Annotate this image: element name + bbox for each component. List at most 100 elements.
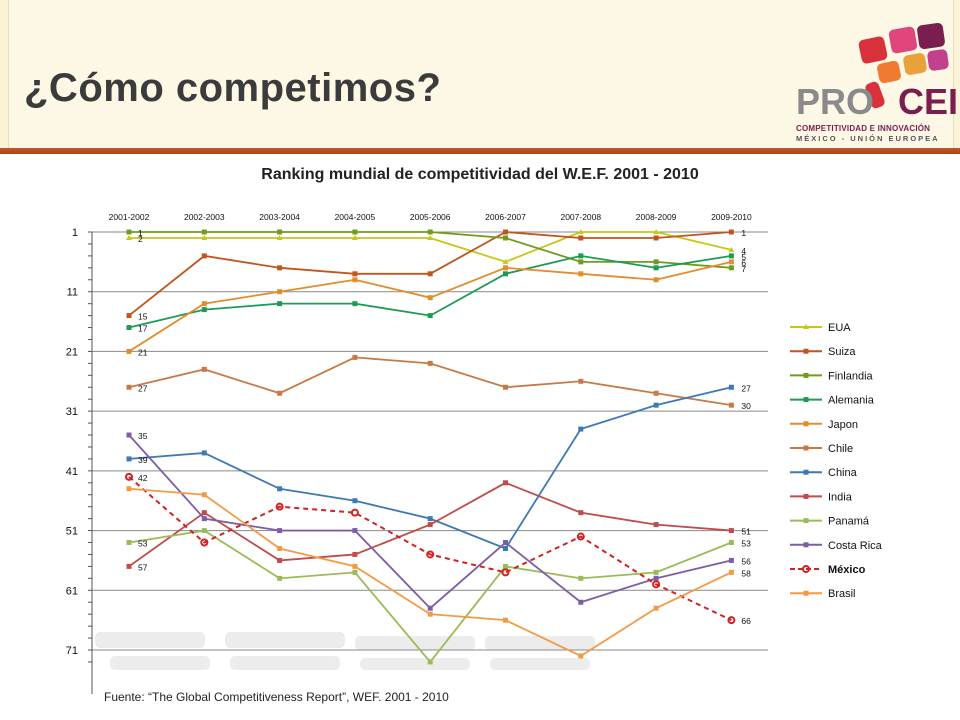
data-point <box>503 480 508 486</box>
data-point <box>201 516 207 522</box>
data-point <box>427 234 434 240</box>
data-point <box>503 271 508 277</box>
data-label: 1 <box>138 228 143 238</box>
decorative-slab <box>110 656 210 670</box>
data-point <box>201 253 207 259</box>
legend-label: EUA <box>828 322 851 334</box>
data-point <box>503 540 508 546</box>
data-point <box>427 313 433 319</box>
data-label: 17 <box>138 324 148 334</box>
data-point <box>503 384 508 390</box>
data-point <box>803 372 809 378</box>
data-point <box>728 229 734 235</box>
data-label: 56 <box>741 556 751 566</box>
decorative-slab <box>360 658 470 670</box>
logo-subtagline: MÉXICO - UNIÓN EUROPEA <box>796 134 940 143</box>
logo-word-cei: CEI <box>898 81 959 122</box>
x-tick-label: 2004-2005 <box>335 212 376 222</box>
data-point <box>352 563 358 569</box>
data-point <box>503 563 508 569</box>
x-tick-label: 2007-2008 <box>560 212 601 222</box>
data-label: 39 <box>138 455 148 465</box>
data-point <box>427 229 433 235</box>
x-tick-label: 2002-2003 <box>184 212 225 222</box>
x-tick-label: 2008-2009 <box>636 212 677 222</box>
legend-label: Alemania <box>828 395 875 407</box>
y-tick-label: 31 <box>66 406 78 418</box>
procei-logo: PRO CEI COMPETITIVIDAD E INNOVACIÓN MÉXI… <box>790 20 960 145</box>
data-label: 35 <box>138 431 148 441</box>
data-point <box>728 265 734 271</box>
data-label: 53 <box>741 539 751 549</box>
data-point <box>728 402 734 408</box>
data-point <box>427 295 433 301</box>
data-point <box>503 617 508 623</box>
data-label: 15 <box>138 312 148 322</box>
header-rule <box>0 148 960 154</box>
data-point <box>352 551 358 557</box>
data-point <box>352 229 358 235</box>
data-point <box>727 616 736 625</box>
data-point <box>276 234 283 240</box>
data-point <box>352 528 358 534</box>
data-point <box>201 492 207 498</box>
decorative-slab <box>485 636 595 650</box>
data-label: 21 <box>138 347 148 357</box>
data-point <box>653 390 659 396</box>
data-point <box>803 469 809 475</box>
data-label: 30 <box>741 401 751 411</box>
data-point <box>352 301 358 307</box>
data-point <box>803 445 809 451</box>
data-point <box>277 390 283 396</box>
data-point <box>350 508 359 517</box>
chart-title: Ranking mundial de competitividad del W.… <box>261 166 699 183</box>
data-point <box>803 493 809 499</box>
series-line <box>128 487 732 657</box>
data-point <box>126 563 132 569</box>
y-tick-label: 51 <box>66 526 78 538</box>
data-point <box>277 486 283 492</box>
data-label: 7 <box>741 264 746 274</box>
data-point <box>277 265 283 271</box>
decorative-slab <box>490 658 590 670</box>
x-tick-label: 2001-2002 <box>109 212 150 222</box>
data-label: 57 <box>138 562 148 572</box>
data-point <box>653 522 659 528</box>
x-tick-label: 2006-2007 <box>485 212 526 222</box>
data-point <box>126 432 132 438</box>
data-point <box>803 348 809 354</box>
data-point <box>427 360 433 366</box>
data-point <box>503 229 508 235</box>
slide-title: ¿Cómo competimos? <box>24 66 442 110</box>
data-point <box>728 384 734 390</box>
y-tick-label: 21 <box>66 346 78 358</box>
data-point <box>126 486 132 492</box>
data-point <box>653 277 659 283</box>
data-point <box>578 426 584 432</box>
header-frame <box>8 0 954 148</box>
data-point <box>803 324 809 329</box>
data-point <box>653 265 659 271</box>
data-point <box>653 575 659 581</box>
data-point <box>275 502 284 511</box>
data-point <box>201 366 207 372</box>
data-point <box>503 265 508 271</box>
data-point <box>728 557 734 563</box>
data-point <box>351 234 358 240</box>
data-point <box>803 542 809 548</box>
data-point <box>126 229 132 235</box>
data-point <box>126 384 132 390</box>
data-point <box>126 348 132 354</box>
data-point <box>503 235 508 241</box>
data-point <box>728 540 734 546</box>
y-tick-label: 71 <box>66 645 78 657</box>
data-point <box>201 528 207 534</box>
data-point <box>578 259 584 265</box>
data-point <box>352 271 358 277</box>
data-point <box>653 259 659 265</box>
data-point <box>126 540 132 546</box>
x-tick-label: 2009-2010 <box>711 212 752 222</box>
legend-label: India <box>828 491 853 503</box>
data-point <box>653 229 660 234</box>
